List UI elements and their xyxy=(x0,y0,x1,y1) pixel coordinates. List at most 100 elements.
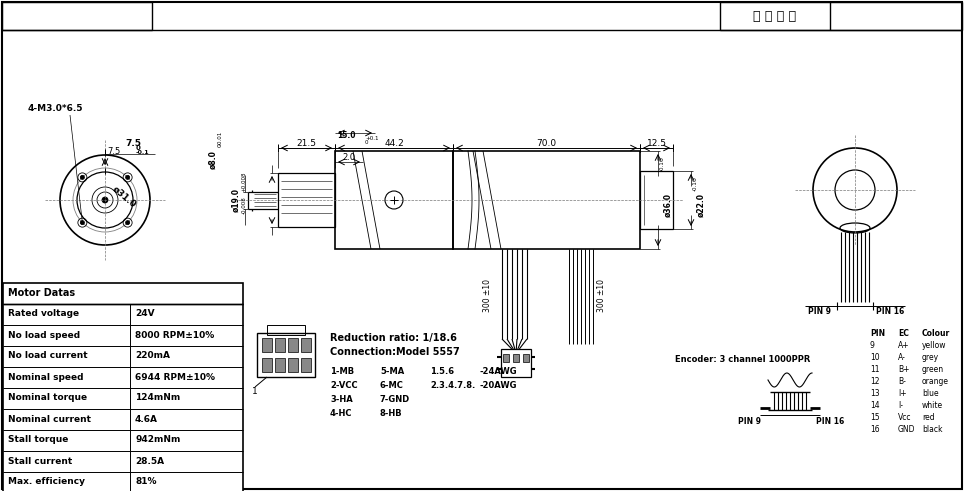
Text: 220mA: 220mA xyxy=(135,352,170,360)
Text: -0.01: -0.01 xyxy=(218,131,223,145)
Text: 942mNm: 942mNm xyxy=(135,436,180,444)
Text: No load speed: No load speed xyxy=(8,330,80,339)
Text: Stall torque: Stall torque xyxy=(8,436,68,444)
Text: ø31.0: ø31.0 xyxy=(110,185,138,210)
Text: Vcc: Vcc xyxy=(898,412,912,421)
Text: A+: A+ xyxy=(898,340,910,350)
Bar xyxy=(2,2,152,30)
Text: green: green xyxy=(922,364,944,374)
Text: Connection:Model 5557: Connection:Model 5557 xyxy=(330,347,460,357)
Bar xyxy=(513,354,519,362)
Text: 1-MB: 1-MB xyxy=(330,367,354,377)
Text: PIN 9: PIN 9 xyxy=(809,307,832,317)
Bar xyxy=(288,358,298,372)
Bar xyxy=(335,151,453,249)
Text: 7.5: 7.5 xyxy=(125,138,141,147)
Text: Max. efficiency: Max. efficiency xyxy=(8,478,85,487)
Text: +0.1: +0.1 xyxy=(365,136,379,141)
Text: 9: 9 xyxy=(870,340,875,350)
Text: 8-HB: 8-HB xyxy=(380,409,403,418)
Text: 8000 RPM±10%: 8000 RPM±10% xyxy=(135,330,214,339)
Text: 124mNm: 124mNm xyxy=(135,393,180,403)
Text: 300 ±10: 300 ±10 xyxy=(597,279,605,312)
Text: Encoder: 3 channel 1000PPR: Encoder: 3 channel 1000PPR xyxy=(675,355,811,364)
Text: 2-VCC: 2-VCC xyxy=(330,382,358,390)
Text: 11: 11 xyxy=(870,364,879,374)
Text: black: black xyxy=(922,425,943,434)
Text: 0: 0 xyxy=(659,157,664,161)
Bar xyxy=(301,358,311,372)
Text: 5-MA: 5-MA xyxy=(380,367,404,377)
Text: 4-HC: 4-HC xyxy=(330,409,353,418)
Text: 7-GND: 7-GND xyxy=(380,395,411,405)
Text: blue: blue xyxy=(922,388,939,398)
Text: PIN 16: PIN 16 xyxy=(816,416,844,426)
Text: 7.5: 7.5 xyxy=(107,147,120,157)
Text: GND: GND xyxy=(898,425,916,434)
Bar xyxy=(257,333,315,377)
Text: ø36.0: ø36.0 xyxy=(663,193,673,217)
Text: Nominal speed: Nominal speed xyxy=(8,373,84,382)
Text: 24V: 24V xyxy=(135,309,154,319)
Text: 1: 1 xyxy=(253,386,258,395)
Bar xyxy=(523,354,529,362)
Circle shape xyxy=(80,220,85,224)
Circle shape xyxy=(125,175,129,179)
Bar xyxy=(640,171,673,229)
Text: PIN: PIN xyxy=(870,328,885,337)
Text: red: red xyxy=(922,412,935,421)
Text: 81%: 81% xyxy=(135,478,156,487)
Circle shape xyxy=(80,175,85,179)
Bar xyxy=(288,338,298,352)
Text: 12.5: 12.5 xyxy=(647,138,666,147)
Text: B-: B- xyxy=(898,377,906,385)
Text: Nominal current: Nominal current xyxy=(8,414,91,424)
Text: 10: 10 xyxy=(870,353,879,361)
Text: 客 户 型 号: 客 户 型 号 xyxy=(754,9,796,23)
Bar xyxy=(453,151,640,249)
Text: Nominal torque: Nominal torque xyxy=(8,393,87,403)
Circle shape xyxy=(125,220,129,224)
Bar xyxy=(501,349,531,377)
Text: ø22.0: ø22.0 xyxy=(697,193,706,217)
Text: Motor Datas: Motor Datas xyxy=(8,288,75,298)
Bar xyxy=(720,2,962,30)
Text: Stall current: Stall current xyxy=(8,457,72,465)
Bar xyxy=(503,354,509,362)
Text: 15.0: 15.0 xyxy=(337,132,356,140)
Text: Rated voltage: Rated voltage xyxy=(8,309,79,319)
Text: -0.1: -0.1 xyxy=(136,151,149,156)
Text: 1.5.6: 1.5.6 xyxy=(430,367,454,377)
Text: ø19.0: ø19.0 xyxy=(231,188,240,212)
Text: 16: 16 xyxy=(870,425,879,434)
Text: 70.0: 70.0 xyxy=(536,138,556,147)
Text: PIN 16: PIN 16 xyxy=(876,307,904,317)
Bar xyxy=(275,338,285,352)
Text: EC: EC xyxy=(898,328,909,337)
Text: 2.0: 2.0 xyxy=(342,153,356,162)
Text: 21.5: 21.5 xyxy=(297,138,316,147)
Text: No load current: No load current xyxy=(8,352,88,360)
Text: B+: B+ xyxy=(898,364,909,374)
Text: yellow: yellow xyxy=(922,340,947,350)
Text: 12: 12 xyxy=(870,377,879,385)
Text: white: white xyxy=(922,401,943,409)
Circle shape xyxy=(102,197,108,203)
Text: 4.6A: 4.6A xyxy=(135,414,158,424)
Text: 13: 13 xyxy=(870,388,879,398)
Text: grey: grey xyxy=(922,353,939,361)
Text: -0.1: -0.1 xyxy=(659,161,664,171)
Text: 0: 0 xyxy=(365,140,368,145)
Text: 6944 RPM±10%: 6944 RPM±10% xyxy=(135,373,215,382)
Text: +0.008: +0.008 xyxy=(242,172,247,192)
Text: -24AWG: -24AWG xyxy=(480,367,518,377)
Text: 28.5A: 28.5A xyxy=(135,457,164,465)
Text: 0: 0 xyxy=(218,143,223,147)
Text: ø8.0: ø8.0 xyxy=(208,151,218,169)
Bar xyxy=(267,325,305,335)
Text: -20AWG: -20AWG xyxy=(480,382,518,390)
Bar xyxy=(301,338,311,352)
Bar xyxy=(262,358,272,372)
Text: 44.2: 44.2 xyxy=(384,138,404,147)
Text: 14: 14 xyxy=(870,401,879,409)
